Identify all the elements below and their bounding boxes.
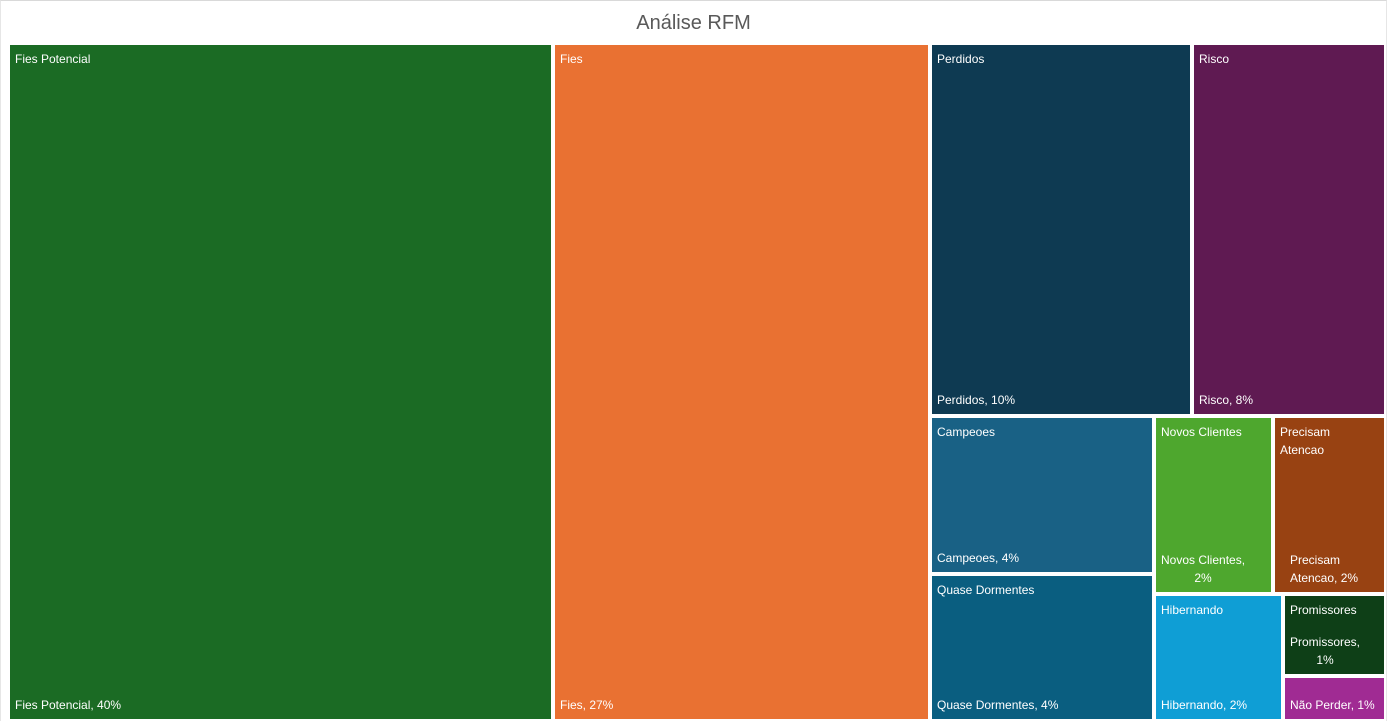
tile-data-label: Campeoes, 4% — [937, 551, 1020, 565]
tile-category-label: Fies Potencial — [15, 52, 91, 66]
tile-data-label: Fies, 27% — [560, 698, 614, 712]
tile-data-label: Quase Dormentes, 4% — [937, 698, 1059, 712]
tile-data-label: Precisam Atencao, 2% — [1290, 553, 1359, 585]
treemap-tile[interactable]: Não Perder, 1% — [1283, 676, 1386, 721]
tile-category-label: Promissores — [1290, 603, 1357, 617]
treemap-tile[interactable]: Novos Clientes Novos Clientes, 2% — [1154, 416, 1273, 594]
treemap-tile[interactable]: Hibernando Hibernando, 2% — [1154, 594, 1283, 721]
tile-data-label: Fies Potencial, 40% — [15, 698, 122, 712]
tile-data-label: Risco, 8% — [1199, 393, 1254, 407]
tile-data-label: Promissores, 1% — [1290, 635, 1361, 667]
tile-data-label: Não Perder, 1% — [1290, 698, 1375, 712]
treemap-tile[interactable]: Risco Risco, 8% — [1192, 43, 1386, 416]
treemap-tile[interactable]: Promissores Promissores, 1% — [1283, 594, 1386, 676]
treemap-tile[interactable]: Fies Fies, 27% — [553, 43, 930, 721]
tile-category-label: Campeoes — [937, 425, 996, 439]
chart-title: Análise RFM — [636, 12, 751, 34]
tile-category-label: Risco — [1199, 52, 1230, 66]
tile-category-label: Novos Clientes — [1161, 425, 1242, 439]
tile-category-label: Fies — [560, 52, 583, 66]
tile-data-label: Hibernando, 2% — [1161, 698, 1248, 712]
tile-category-label: Quase Dormentes — [937, 583, 1035, 597]
treemap-tile[interactable]: Perdidos Perdidos, 10% — [930, 43, 1192, 416]
tile-data-label: Novos Clientes, 2% — [1161, 553, 1246, 585]
treemap-tile[interactable]: Precisam Atencao Precisam Atencao, 2% — [1273, 416, 1386, 594]
tile-category-label: Perdidos — [937, 52, 985, 66]
tile-category-label: Hibernando — [1161, 603, 1224, 617]
tile-data-label: Perdidos, 10% — [937, 393, 1016, 407]
treemap-tile[interactable]: Fies Potencial Fies Potencial, 40% — [8, 43, 553, 721]
treemap-tile[interactable]: Campeoes Campeoes, 4% — [930, 416, 1154, 574]
tile-category-label: Precisam Atencao — [1280, 425, 1331, 457]
treemap-tile[interactable]: Quase Dormentes Quase Dormentes, 4% — [930, 574, 1154, 721]
